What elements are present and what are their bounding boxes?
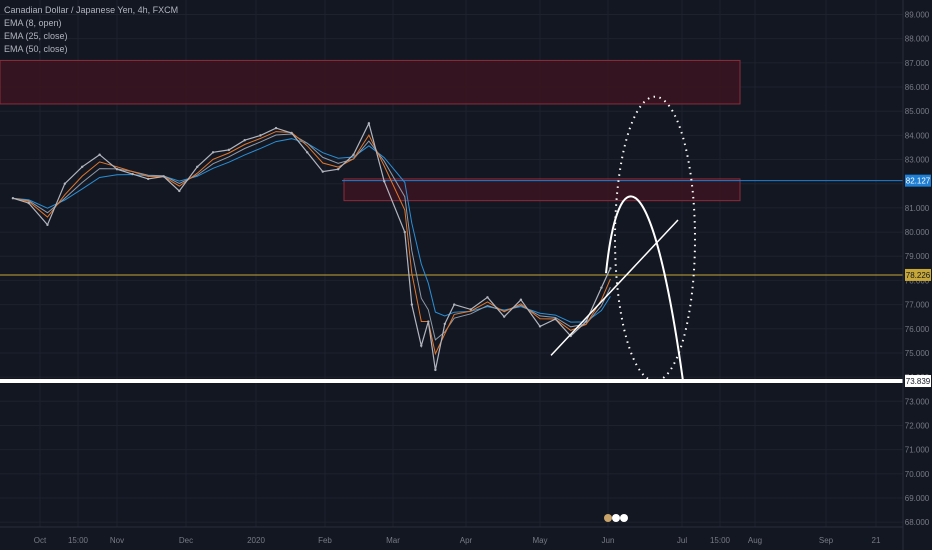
x-tick-label: 2020	[247, 536, 265, 545]
chart-legend: Canadian Dollar / Japanese Yen, 4h, FXCM…	[4, 4, 178, 56]
x-tick-label: 15:00	[710, 536, 731, 545]
price-point	[146, 177, 150, 181]
y-tick-label: 69.000	[905, 494, 930, 503]
price-point	[609, 267, 612, 270]
x-tick-label: 15:00	[68, 536, 89, 545]
dotted-ellipse-drawing[interactable]	[614, 95, 696, 383]
price-point	[11, 197, 15, 200]
projection-arc-drawing[interactable]	[605, 195, 684, 382]
price-point	[115, 168, 119, 171]
x-tick-label: Aug	[748, 536, 762, 545]
price-point	[502, 315, 506, 318]
y-tick-label: 70.000	[905, 470, 930, 479]
price-point	[196, 165, 199, 169]
y-tick-label: 86.000	[905, 83, 930, 92]
y-tick-label: 73.000	[905, 397, 930, 406]
x-tick-label: Mar	[386, 536, 400, 545]
price-point	[383, 180, 386, 183]
ema50-line	[12, 138, 611, 323]
marked-level-badge: 78.226	[906, 271, 931, 280]
ema8-line	[12, 131, 611, 356]
x-tick-label: Apr	[460, 536, 473, 545]
y-tick-label: 71.000	[905, 446, 930, 455]
support-level-badge-bg	[905, 375, 931, 388]
price-point	[46, 223, 49, 227]
legend-ema8[interactable]: EMA (8, open)	[4, 18, 62, 28]
price-line	[12, 121, 611, 371]
price-point	[600, 286, 603, 289]
x-tick-label: Feb	[318, 536, 332, 545]
price-point	[403, 230, 406, 234]
x-tick-label: Jul	[677, 536, 687, 545]
ema25-line	[12, 133, 611, 341]
current-price-badge-bg	[905, 174, 931, 187]
y-tick-label: 75.000	[905, 349, 930, 358]
event-icon[interactable]	[604, 514, 612, 522]
price-point	[538, 325, 542, 328]
supply-zone-1[interactable]	[0, 59, 741, 105]
x-tick-label: Dec	[179, 536, 193, 545]
y-tick-label: 81.000	[905, 204, 930, 213]
price-point	[519, 298, 523, 301]
price-point	[427, 320, 430, 323]
price-point	[352, 153, 355, 156]
x-tick-label: Sep	[819, 536, 834, 545]
price-point	[453, 303, 456, 306]
price-point	[178, 189, 181, 193]
x-tick-label: Oct	[34, 536, 47, 545]
price-point	[420, 344, 423, 347]
price-point	[469, 308, 472, 311]
event-icon[interactable]	[612, 514, 620, 522]
y-tick-label: 84.000	[905, 131, 930, 140]
y-tick-label: 76.000	[905, 325, 930, 334]
supply-zone-2[interactable]	[343, 178, 741, 202]
y-tick-label: 68.000	[905, 518, 930, 527]
price-point	[162, 175, 165, 178]
y-tick-label: 79.000	[905, 252, 930, 261]
price-point	[274, 126, 278, 130]
y-tick-label: 83.000	[905, 156, 930, 165]
price-point	[443, 322, 447, 326]
support-level-badge: 73.839	[906, 377, 931, 386]
y-tick-label: 88.000	[905, 35, 930, 44]
price-point	[81, 165, 84, 169]
y-tick-label: 72.000	[905, 421, 930, 430]
price-point	[554, 317, 557, 321]
price-point	[305, 151, 309, 154]
price-point	[410, 303, 414, 306]
price-point	[243, 139, 246, 142]
price-point	[131, 172, 134, 176]
price-point	[98, 153, 101, 156]
price-point	[486, 296, 489, 299]
x-tick-label: 21	[872, 536, 881, 545]
price-point	[211, 151, 215, 154]
legend-ema25[interactable]: EMA (25, close)	[4, 31, 68, 41]
price-point	[434, 368, 437, 372]
price-point	[321, 170, 324, 173]
legend-ema50[interactable]: EMA (50, close)	[4, 44, 68, 54]
price-point	[227, 148, 231, 152]
y-tick-label: 87.000	[905, 59, 930, 68]
y-tick-label: 85.000	[905, 107, 930, 116]
price-point	[584, 320, 588, 323]
price-point	[290, 131, 293, 135]
current-price-badge: 82.127	[906, 177, 931, 186]
event-icon[interactable]	[620, 514, 628, 522]
price-point	[367, 122, 371, 125]
price-point	[259, 134, 262, 137]
y-tick-label: 80.000	[905, 228, 930, 237]
price-point	[27, 201, 30, 205]
legend-symbol[interactable]: Canadian Dollar / Japanese Yen, 4h, FXCM	[4, 5, 179, 15]
marked-level-badge-bg	[905, 268, 931, 281]
price-point	[63, 182, 67, 185]
y-tick-label: 89.000	[905, 11, 930, 20]
x-tick-label: Nov	[110, 536, 124, 545]
x-tick-label: Jun	[602, 536, 615, 545]
price-point	[336, 168, 340, 171]
x-tick-label: May	[532, 536, 547, 545]
y-tick-label: 77.000	[905, 301, 930, 310]
